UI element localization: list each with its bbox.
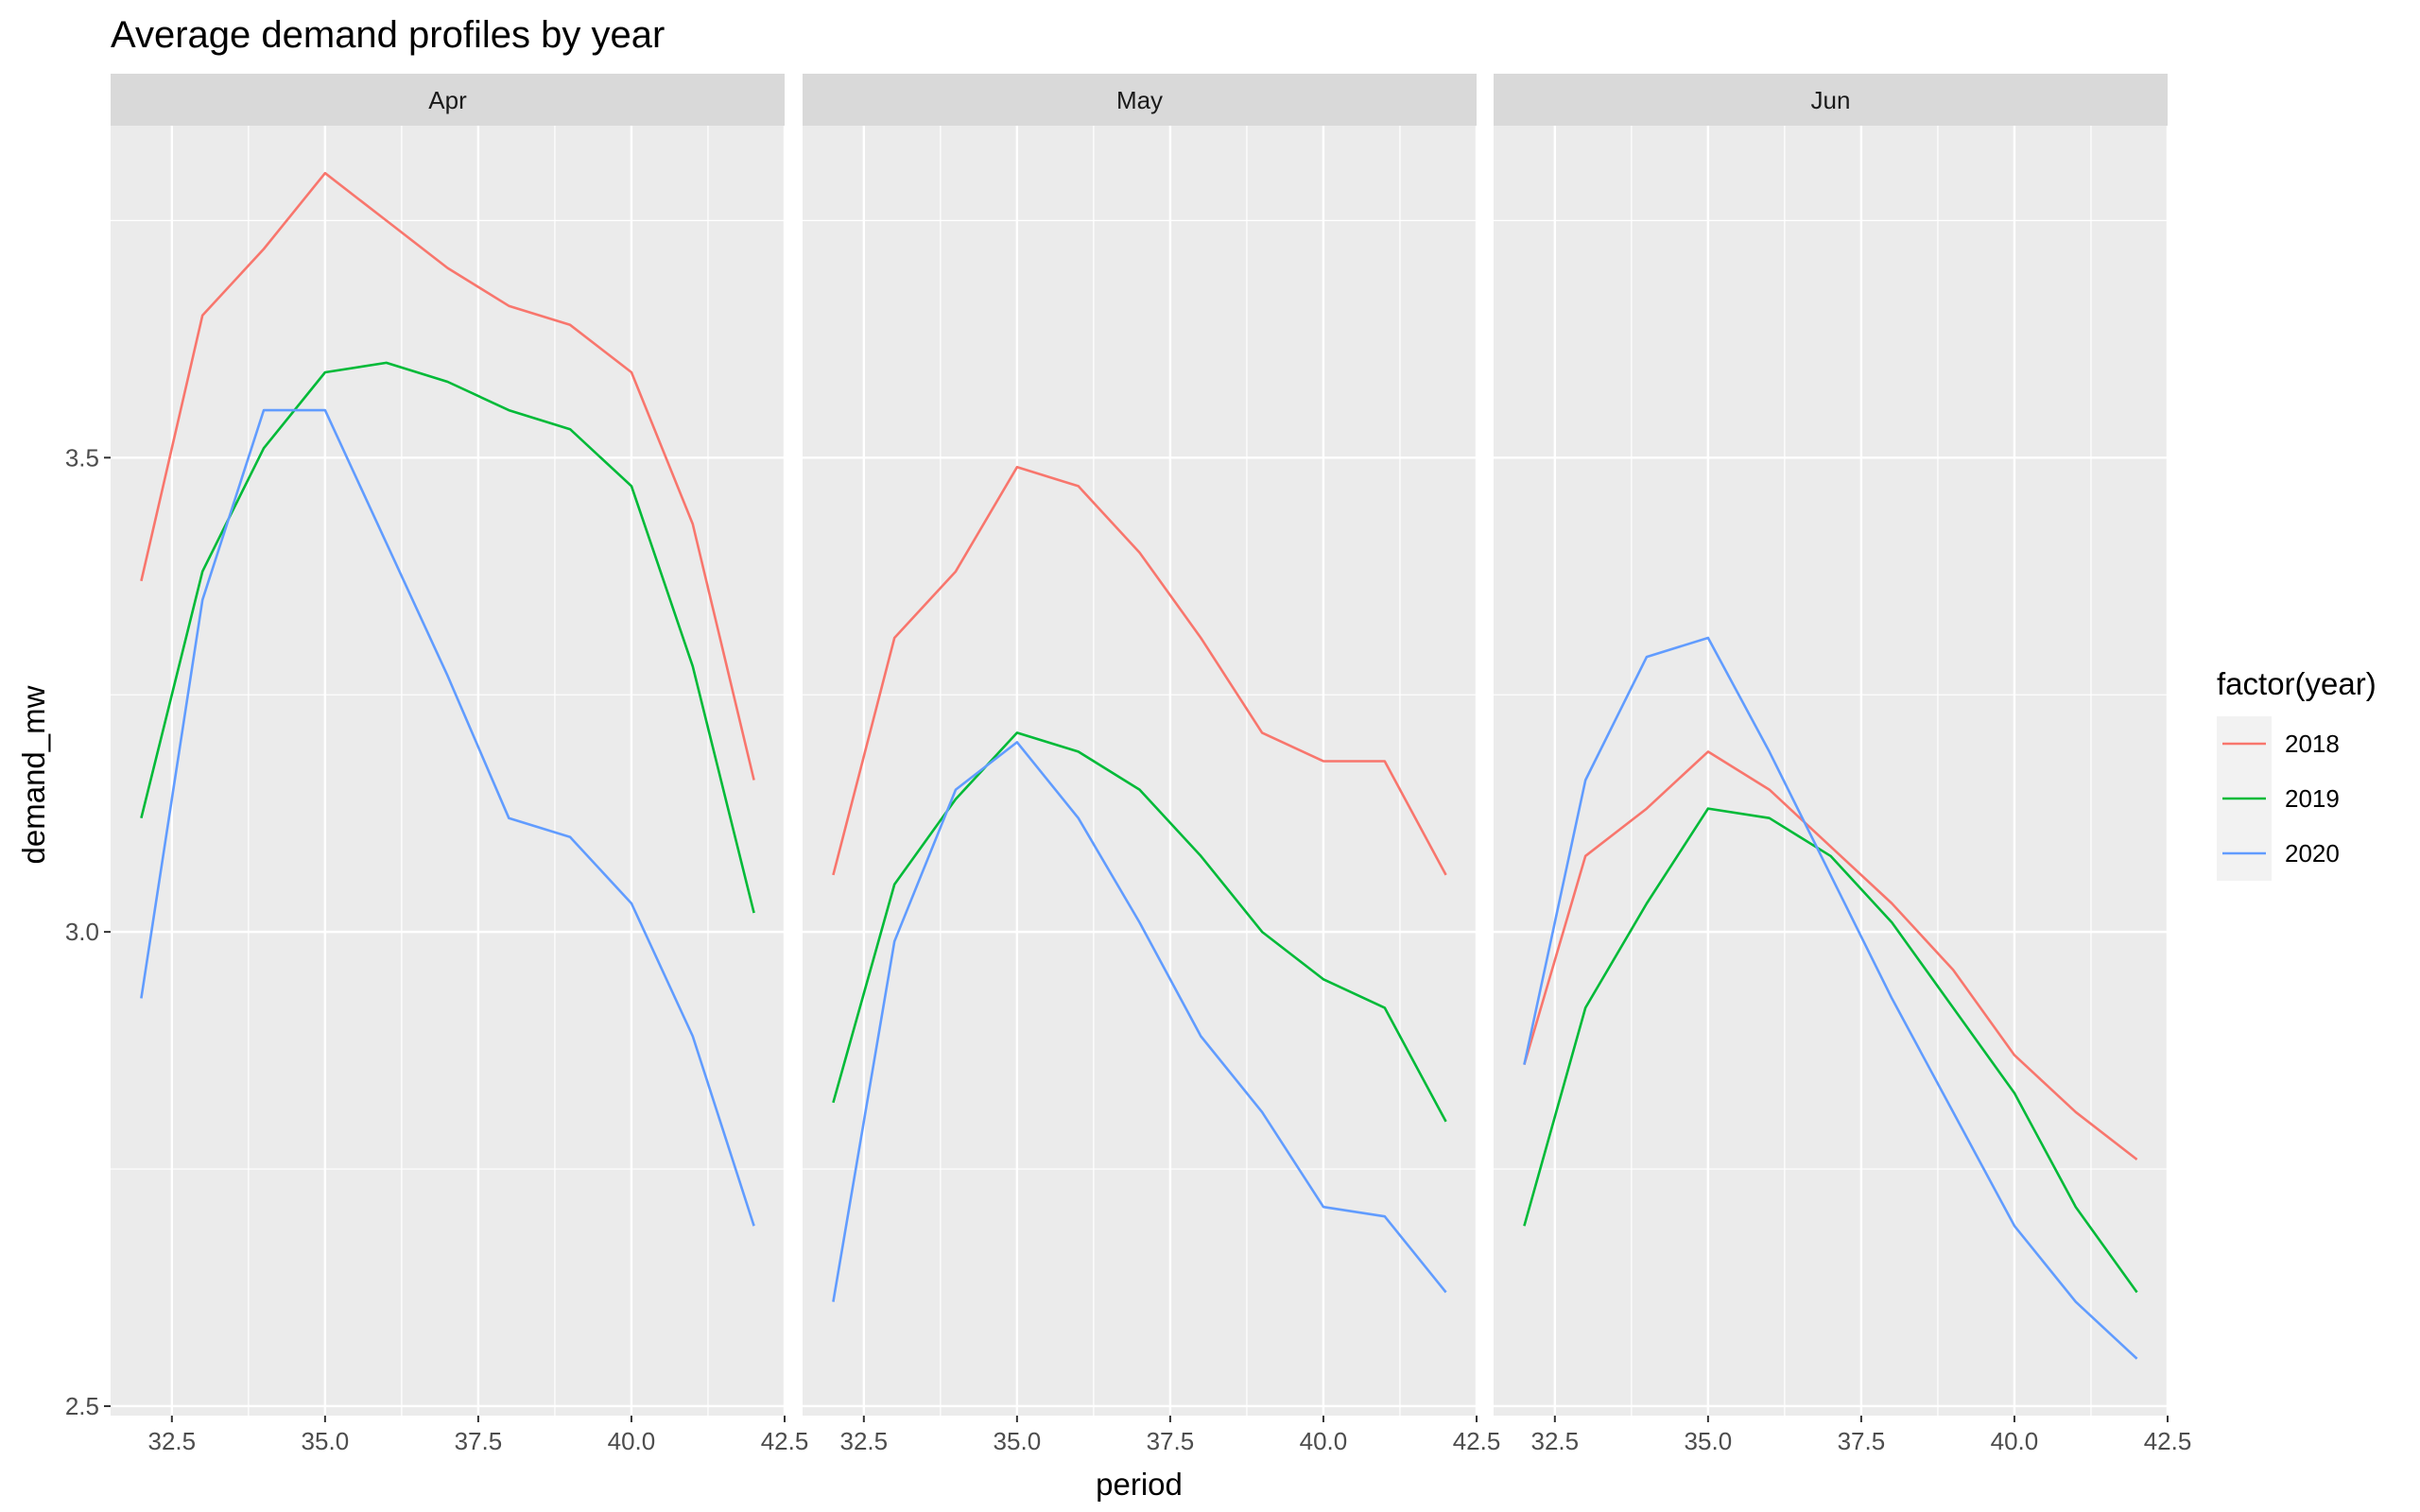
x-tick-label: 37.5 xyxy=(1147,1427,1195,1455)
x-tick-label: 35.0 xyxy=(302,1427,350,1455)
legend: factor(year) 2018 2019 2020 xyxy=(2217,666,2377,881)
facet-strip xyxy=(1494,74,2168,126)
x-tick-label: 40.0 xyxy=(1300,1427,1348,1455)
y-tick-label: 3.5 xyxy=(65,443,99,472)
legend-label: 2019 xyxy=(2285,784,2340,813)
series-line-2019 xyxy=(1523,807,2138,1294)
series-line-2018 xyxy=(140,171,755,781)
series-line-2020 xyxy=(832,741,1447,1302)
legend-label: 2020 xyxy=(2285,839,2340,868)
facet-panel-may: May 32.5 35.0 37.5 40.0 42.5 xyxy=(803,74,1500,1455)
x-tick-label: 35.0 xyxy=(994,1427,1042,1455)
facet-panel-apr: Apr 32.5 35.0 37.5 40.0 42.5 2.5 3.0 3.5 xyxy=(65,74,808,1455)
panel-background xyxy=(111,126,785,1416)
panel-background xyxy=(1494,126,2168,1416)
x-tick-label: 40.0 xyxy=(1991,1427,2039,1455)
legend-label: 2018 xyxy=(2285,730,2340,758)
chart-title: Average demand profiles by year xyxy=(111,14,665,56)
facet-panel-jun: Jun 32.5 35.0 37.5 40.0 42.5 xyxy=(1494,74,2191,1455)
facet-strip-label: Jun xyxy=(1811,86,1851,114)
legend-item-2019: 2019 xyxy=(2217,771,2340,826)
facet-panels: Apr 32.5 35.0 37.5 40.0 42.5 2.5 3.0 3.5 May 32.5 3… xyxy=(65,74,2191,1455)
legend-items: 2018 2019 2020 xyxy=(2217,716,2340,881)
facet-strip-label: Apr xyxy=(428,86,467,114)
series-line-2018 xyxy=(832,465,1447,876)
facet-strip xyxy=(111,74,785,126)
series-line-2020 xyxy=(1523,636,2138,1360)
legend-item-2018: 2018 xyxy=(2217,716,2340,771)
x-tick-label: 35.0 xyxy=(1685,1427,1733,1455)
x-tick-label: 37.5 xyxy=(455,1427,503,1455)
x-tick-label: 37.5 xyxy=(1838,1427,1886,1455)
legend-title: factor(year) xyxy=(2217,666,2377,701)
y-tick-label: 3.0 xyxy=(65,918,99,946)
series-line-2020 xyxy=(140,408,755,1227)
x-tick-label: 42.5 xyxy=(1453,1427,1501,1455)
x-tick-label: 32.5 xyxy=(1531,1427,1580,1455)
x-tick-label: 42.5 xyxy=(2144,1427,2192,1455)
series-line-2019 xyxy=(832,731,1447,1123)
facet-strip-label: May xyxy=(1116,86,1163,114)
x-tick-label: 42.5 xyxy=(761,1427,809,1455)
x-tick-label: 40.0 xyxy=(608,1427,656,1455)
series-line-2018 xyxy=(1523,750,2138,1161)
y-tick-label: 2.5 xyxy=(65,1392,99,1420)
panel-background xyxy=(803,126,1477,1416)
x-tick-label: 32.5 xyxy=(148,1427,197,1455)
y-axis-title: demand_mw xyxy=(16,685,51,864)
series-line-2019 xyxy=(140,361,755,914)
x-axis-title: period xyxy=(1096,1467,1183,1502)
x-tick-label: 32.5 xyxy=(840,1427,889,1455)
legend-item-2020: 2020 xyxy=(2217,826,2340,881)
facet-strip xyxy=(803,74,1477,126)
